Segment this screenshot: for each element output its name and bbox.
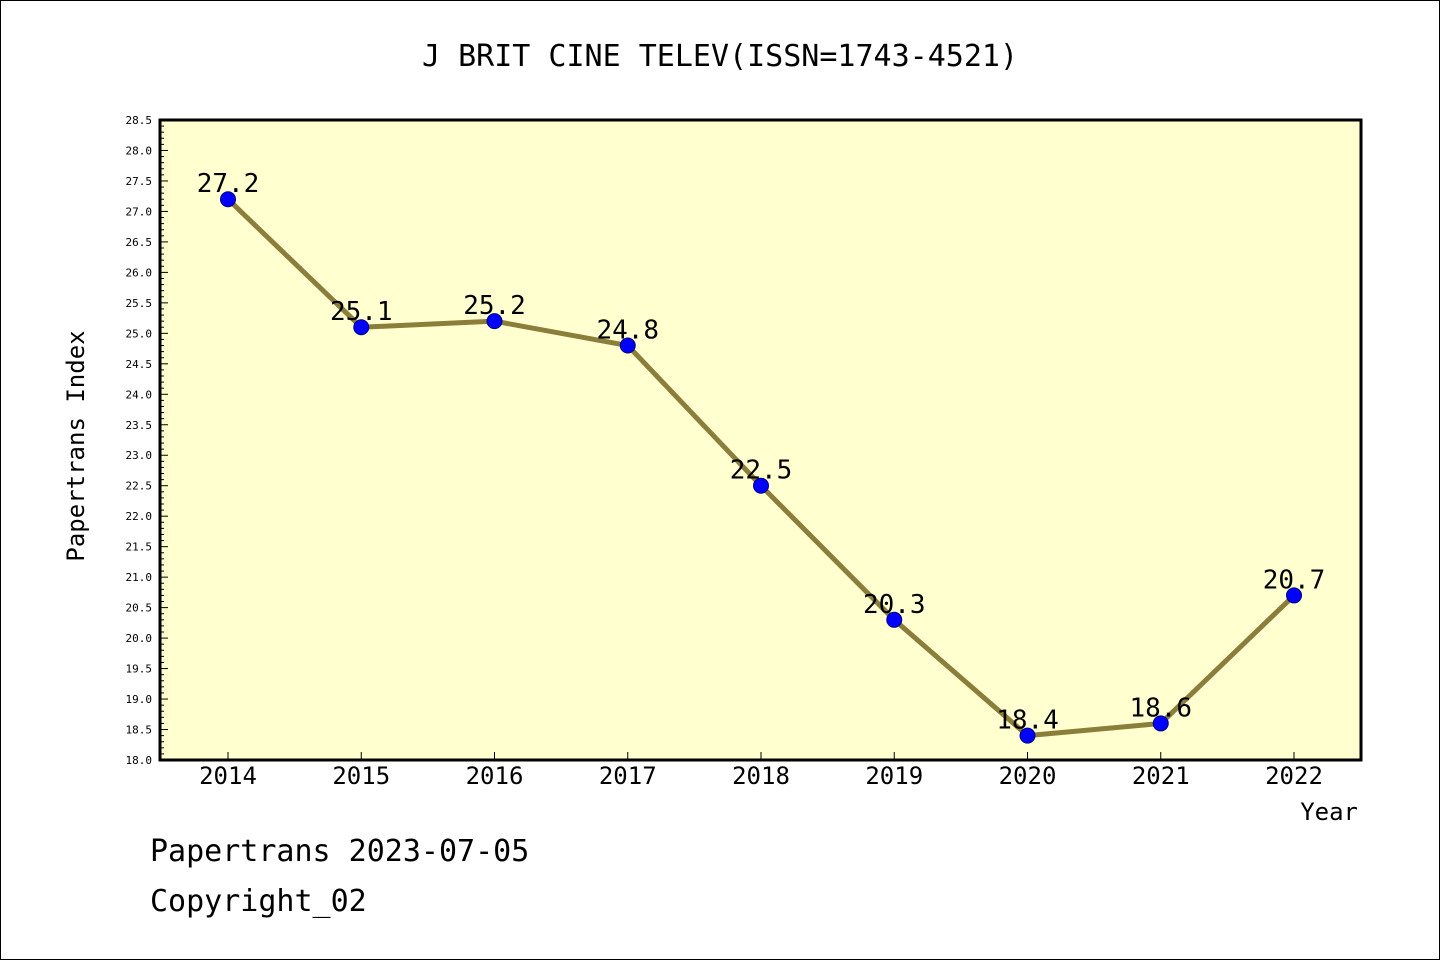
data-point-marker <box>1019 727 1036 744</box>
data-point-marker <box>619 337 636 354</box>
x-axis-ticks: 2014 2015 2016 2017 2018 2019 2020 2021 2022 <box>199 752 1323 790</box>
x-tick-label: 2021 <box>1132 762 1190 790</box>
y-tick-label: 26.0 <box>126 266 153 279</box>
y-tick-label: 25.5 <box>126 297 153 310</box>
y-axis-ticks: 18.0 18.5 19.0 19.5 20.0 20.5 21.0 21.5 22.0 22.5… <box>126 114 168 767</box>
y-tick-label: 21.5 <box>126 541 153 554</box>
y-tick-label: 18.0 <box>126 754 153 767</box>
data-point-label: 20.7 <box>1263 565 1326 595</box>
data-point-marker <box>886 611 903 628</box>
y-tick-label: 28.0 <box>126 144 153 157</box>
data-point-marker <box>353 319 370 336</box>
x-tick-label: 2016 <box>466 762 524 790</box>
y-tick-label: 23.0 <box>126 449 153 462</box>
y-tick-label: 27.0 <box>126 205 153 218</box>
y-tick-label: 19.0 <box>126 693 153 706</box>
y-axis-label: Papertrans Index <box>62 330 90 561</box>
y-tick-label: 25.0 <box>126 327 153 340</box>
y-tick-label: 26.5 <box>126 236 153 249</box>
data-point-label: 27.2 <box>197 169 260 199</box>
y-tick-label: 24.5 <box>126 358 153 371</box>
data-point-label: 22.5 <box>730 456 793 486</box>
footer-copyright: Copyright_02 <box>150 884 367 919</box>
data-point-marker <box>1286 587 1302 604</box>
data-point-label: 25.1 <box>330 297 393 327</box>
footer-stamp: Papertrans 2023-07-05 <box>150 834 530 869</box>
y-tick-label: 21.0 <box>126 571 153 584</box>
y-tick-label: 24.0 <box>126 388 153 401</box>
y-tick-label: 28.5 <box>126 114 153 127</box>
y-tick-label: 27.5 <box>126 175 153 188</box>
data-point-marker <box>486 313 503 330</box>
x-tick-label: 2019 <box>865 762 923 790</box>
y-tick-label: 20.0 <box>126 632 153 645</box>
x-tick-label: 2015 <box>332 762 390 790</box>
data-point-label: 18.6 <box>1129 693 1192 723</box>
chart-title: J BRIT CINE TELEV(ISSN=1743-4521) <box>422 39 1018 74</box>
x-tick-label: 2020 <box>999 762 1057 790</box>
y-tick-label: 19.5 <box>126 663 153 676</box>
x-tick-label: 2014 <box>199 762 257 790</box>
data-points: 27.2 25.1 25.2 24.8 22.5 20.3 18.4 18.6 20.7 <box>197 169 1326 744</box>
data-point-label: 24.8 <box>596 316 659 346</box>
data-point-label: 20.3 <box>863 590 926 620</box>
y-tick-label: 22.5 <box>126 480 153 493</box>
data-point-label: 25.2 <box>463 291 526 321</box>
x-tick-label: 2022 <box>1265 762 1323 790</box>
x-tick-label: 2017 <box>599 762 657 790</box>
y-tick-label: 20.5 <box>126 602 153 615</box>
data-point-label: 18.4 <box>996 706 1059 736</box>
data-point-marker <box>220 191 236 208</box>
plot-area <box>158 118 1363 762</box>
x-tick-label: 2018 <box>732 762 790 790</box>
y-tick-label: 23.5 <box>126 419 153 432</box>
data-point-marker <box>1152 715 1169 732</box>
x-axis-label: Year <box>1300 798 1358 826</box>
y-tick-label: 22.0 <box>126 510 153 523</box>
y-tick-label: 18.5 <box>126 724 153 737</box>
data-point-marker <box>753 477 769 494</box>
